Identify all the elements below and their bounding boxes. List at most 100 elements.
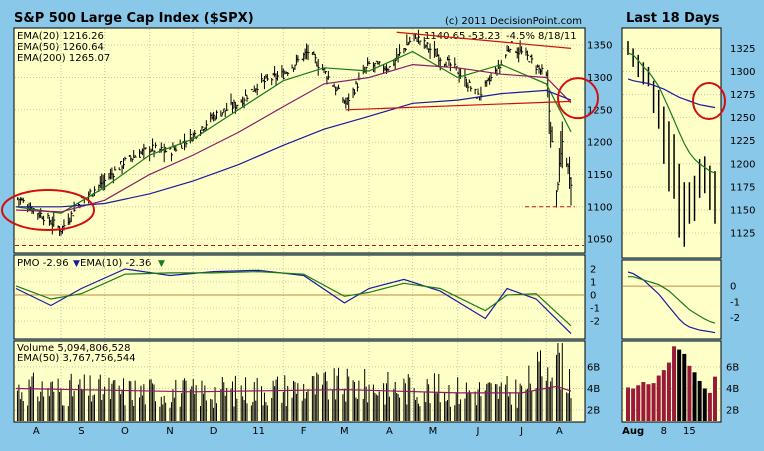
mini-volume-bar [651, 383, 656, 421]
mini-volume-bar [702, 388, 707, 421]
mini-volume-bar [692, 372, 697, 421]
pmo-y-tick: 2 [590, 265, 596, 276]
highlight-circle [557, 77, 599, 120]
price-y-tick: 1250 [587, 105, 612, 116]
mini-price-y-tick: 1175 [730, 182, 755, 193]
mini-volume-y-tick: 4B [726, 384, 739, 395]
volume-y-tick: 4B [587, 384, 600, 395]
x-tick-label: 11 [252, 426, 265, 437]
mini-volume-bar [707, 392, 712, 421]
mini-pmo-panel [621, 259, 722, 340]
legend-volume: Volume 5,094,806,528 [17, 343, 131, 354]
mini-volume-bar [687, 365, 692, 421]
x-tick-label: S [78, 426, 84, 437]
volume-bars [16, 343, 572, 421]
mini-pmo-y-tick: -1 [730, 297, 740, 308]
series-lines [15, 50, 572, 394]
quote-pct: -4.5% [506, 31, 535, 42]
mini-volume-bar [713, 376, 717, 421]
mini-x-tick-label: 15 [683, 426, 696, 437]
volume-y-tick: 2B [587, 406, 600, 417]
x-tick-label: J [519, 426, 523, 437]
price-panel [13, 27, 586, 254]
legend-ema50: EMA(50) 1260.64 [17, 42, 104, 53]
pmo-down-arrow-icon: ▼ [73, 259, 80, 269]
price-y-tick: 1150 [587, 170, 612, 181]
pmo-y-tick: -1 [590, 304, 600, 315]
mini-ema20-line [627, 52, 716, 174]
annotations [1, 31, 599, 247]
x-tick-label: A [556, 426, 563, 437]
legend-ema20: EMA(20) 1216.26 [17, 31, 104, 42]
mini-price-y-tick: 1225 [730, 136, 755, 147]
mini-pmo-y-tick: -2 [730, 313, 740, 324]
credit-text: (c) 2011 DecisionPoint.com [445, 16, 582, 27]
x-tick-label: F [301, 426, 307, 437]
mini-volume-y-tick: 2B [726, 406, 739, 417]
mini-pmo-y-tick: 0 [730, 282, 736, 293]
ema200-line [16, 89, 572, 208]
x-tick-label: N [166, 426, 173, 437]
x-tick-label: A [386, 426, 393, 437]
quote-change: -53.23 [468, 31, 500, 42]
mini-price-y-tick: 1325 [730, 44, 755, 55]
price-y-tick: 1200 [587, 138, 612, 149]
highlight-circle [1, 188, 95, 231]
mini-price-y-tick: 1250 [730, 113, 755, 124]
x-tick-label: D [210, 426, 218, 437]
mini-price-y-tick: 1300 [730, 67, 755, 78]
legend-ema200: EMA(200) 1265.07 [17, 53, 110, 64]
mini-price-y-tick: 1275 [730, 90, 755, 101]
quote-date: 8/18/11 [538, 31, 577, 42]
mini-volume-bar [682, 353, 687, 421]
mini-volume-bar [626, 387, 630, 421]
pmo-y-tick: -2 [590, 317, 600, 328]
legend-volume-ema: EMA(50) 3,767,756,544 [17, 353, 136, 364]
x-tick-label: J [476, 426, 480, 437]
mini-price-panel [621, 27, 722, 259]
volume-ema-line [15, 385, 572, 394]
x-tick-label: A [33, 426, 40, 437]
mini-volume-bar [656, 375, 661, 421]
price-y-tick: 1300 [587, 73, 612, 84]
x-tick-label: M [429, 426, 438, 437]
legend-pmo-ema: EMA(10) -2.36 [80, 258, 151, 269]
mini-volume-bar [636, 385, 641, 421]
mini-volume-bar [631, 388, 636, 421]
mini-ema50-line [627, 78, 716, 109]
mini-price-y-tick: 1125 [730, 228, 755, 239]
chart-title: S&P 500 Large Cap Index ($SPX) [14, 11, 254, 26]
x-tick-label: M [340, 426, 349, 437]
mini-price-y-tick: 1150 [730, 205, 755, 216]
ema50-line [15, 63, 572, 213]
price-y-tick: 1050 [587, 235, 612, 246]
mini-volume-bar [646, 384, 651, 421]
mini-volume-bar [697, 380, 702, 421]
pmo-y-tick: 0 [590, 291, 596, 302]
highlight-circle [692, 82, 726, 121]
mini-volume-bar [661, 370, 666, 421]
resistance-line [396, 31, 572, 49]
mini-volume-y-tick: 6B [726, 362, 739, 373]
mini-chart-title: Last 18 Days [626, 11, 720, 26]
mini-pmo-ema-line [628, 276, 716, 324]
mini-chart: 1325 1300 1275 1250 1225 1200 1175 1150 1125 0 -1 -… [622, 41, 755, 437]
mini-x-tick-label: Aug [622, 426, 644, 437]
pmo-ema-down-arrow-icon: ▼ [158, 259, 165, 269]
price-y-tick: 1100 [587, 202, 612, 213]
tick-labels: A S O N D 11 F M A M J J A13501300125012001150110010… [33, 41, 613, 437]
mini-price-y-tick: 1200 [730, 159, 755, 170]
pmo-y-tick: 1 [590, 278, 596, 289]
ema20-line [15, 50, 572, 214]
mini-volume-bar [641, 382, 646, 421]
pmo_ema-line [15, 270, 572, 327]
support-line [345, 100, 572, 111]
mini-x-tick-label: 8 [661, 426, 667, 437]
mini-volume-bar [672, 346, 677, 421]
mini-volume-bar [666, 362, 671, 421]
mini-volume-bar [677, 349, 682, 421]
volume-y-tick: 6B [587, 362, 600, 373]
price-y-tick: 1350 [587, 41, 612, 52]
legend-pmo: PMO -2.96 [17, 258, 69, 269]
